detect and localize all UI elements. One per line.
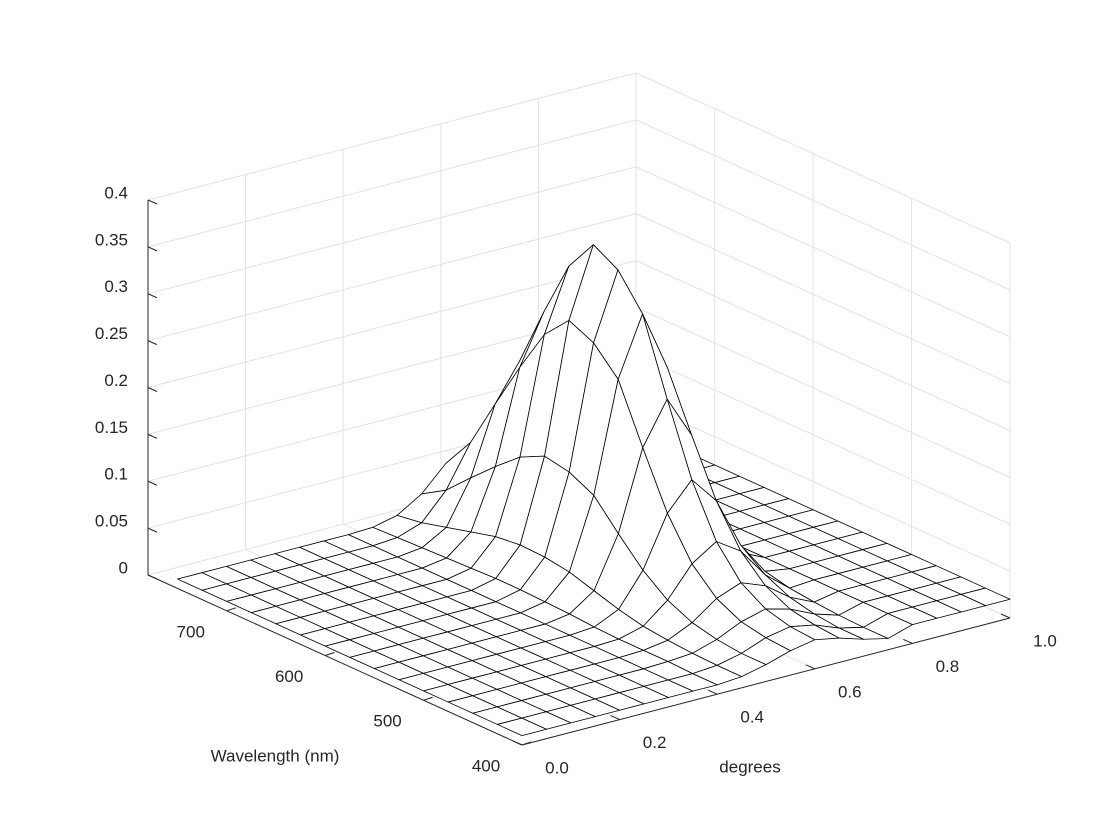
y-tick <box>521 741 532 746</box>
y-tick-label: 500 <box>373 712 401 731</box>
axis-line <box>521 617 1011 746</box>
x-tick <box>805 664 816 670</box>
grid-line <box>147 72 637 201</box>
grid-line <box>635 166 1011 338</box>
y-tick-label: 400 <box>472 756 500 775</box>
z-tick <box>147 527 158 533</box>
z-tick-label: 0.25 <box>95 324 128 343</box>
z-tick <box>147 387 158 392</box>
grid-line <box>635 119 1011 291</box>
grid-line <box>635 260 1011 431</box>
y-tick-label: 600 <box>275 667 303 686</box>
z-tick <box>147 433 158 439</box>
z-tick-label: 0.05 <box>95 512 128 531</box>
x-tick-label: 0.8 <box>936 657 960 676</box>
grid-line <box>147 166 637 295</box>
surface-cell <box>496 717 547 737</box>
x-tick <box>707 689 718 695</box>
z-tick-label: 0.15 <box>95 418 128 437</box>
z-tick-label: 0.4 <box>104 183 128 202</box>
grid-line <box>635 353 1011 525</box>
y-tick <box>423 696 433 701</box>
y-tick <box>226 607 236 612</box>
x-tick-label: 0.6 <box>838 682 862 701</box>
z-tick <box>147 246 158 252</box>
grid-line <box>147 213 637 342</box>
grid-line <box>635 400 1011 572</box>
grid-line <box>635 213 1011 385</box>
grid-line <box>635 72 1011 244</box>
z-tick <box>147 340 158 346</box>
x-tick-label: 0.0 <box>545 758 569 777</box>
z-tick-label: 0.2 <box>104 371 128 390</box>
z-tick <box>147 574 158 580</box>
x-axis-label: degrees <box>719 757 780 776</box>
z-tick-label: 0.3 <box>104 277 128 296</box>
x-tick-label: 0.2 <box>643 733 667 752</box>
y-tick <box>324 652 335 657</box>
x-tick <box>610 715 620 721</box>
x-tick <box>903 638 913 644</box>
axis-line <box>147 574 523 746</box>
x-tick-label: 0.4 <box>740 708 764 727</box>
y-axis-label: Wavelength (nm) <box>211 746 340 765</box>
grid-line <box>147 119 637 248</box>
z-tick <box>147 480 158 486</box>
x-tick <box>1000 613 1011 619</box>
z-tick-label: 0.1 <box>104 465 128 484</box>
z-tick-label: 0.35 <box>95 230 128 249</box>
x-tick <box>512 740 523 746</box>
grid-line <box>147 260 637 388</box>
grid-line <box>635 306 1011 478</box>
z-tick <box>147 199 158 205</box>
x-tick-label: 1.0 <box>1033 631 1057 650</box>
z-tick-label: 0 <box>119 558 128 577</box>
z-tick <box>147 293 158 299</box>
y-tick-label: 700 <box>177 622 205 641</box>
